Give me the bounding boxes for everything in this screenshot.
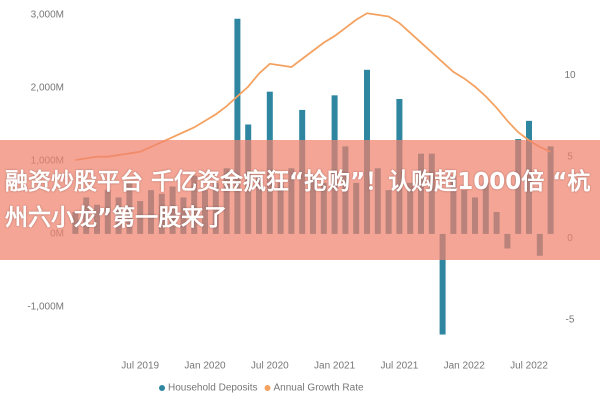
x-tick-label: Jan 2021 bbox=[314, 361, 356, 372]
x-tick-label: Jul 2019 bbox=[121, 361, 159, 372]
legend-label: Household Deposits bbox=[168, 383, 258, 394]
x-tick-label: Jul 2020 bbox=[251, 361, 289, 372]
bar bbox=[234, 18, 241, 234]
y-tick-label: 2,000M bbox=[31, 83, 64, 94]
legend-marker bbox=[159, 385, 165, 391]
line bbox=[75, 12, 551, 161]
y2-tick-label: 10 bbox=[564, 70, 576, 81]
bar bbox=[439, 233, 446, 335]
x-tick-label: Jan 2020 bbox=[184, 361, 226, 372]
banner: 融资炒股平台 千亿资金疯狂“抢购”！认购超1000倍 “杭州六小龙”第一股来了 bbox=[0, 140, 600, 260]
x-tick-label: Jul 2021 bbox=[380, 361, 418, 372]
y-tick-label: 3,000M bbox=[31, 10, 64, 21]
y-tick-label: -1,000M bbox=[27, 301, 64, 312]
headline: 融资炒股平台 千亿资金疯狂“抢购”！认购超1000倍 “杭州六小龙”第一股来了 bbox=[5, 169, 591, 231]
x-tick-label: Jul 2022 bbox=[510, 361, 548, 372]
y2-tick-label: -5 bbox=[566, 314, 575, 325]
legend-label: Annual Growth Rate bbox=[274, 383, 364, 394]
x-tick-label: Jan 2022 bbox=[444, 361, 486, 372]
legend-marker bbox=[264, 385, 271, 391]
